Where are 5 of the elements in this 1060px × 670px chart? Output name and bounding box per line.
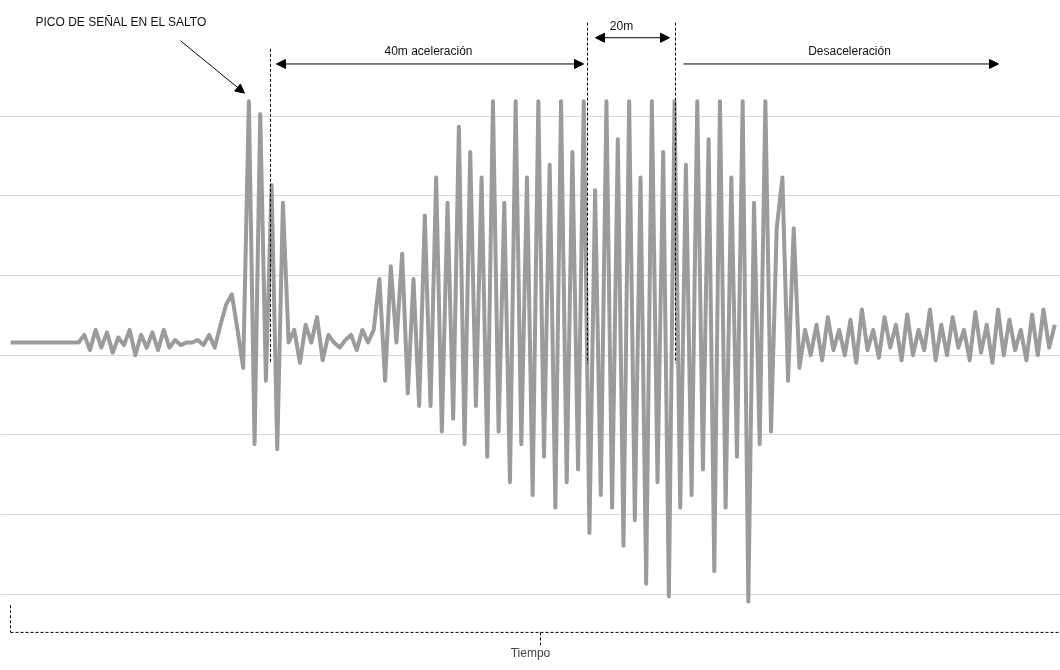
x-axis-title: Tiempo	[510, 645, 551, 660]
text: 40m aceleración	[384, 43, 473, 58]
text: 20m	[609, 18, 634, 33]
text: PICO DE SEÑAL EN EL SALTO	[35, 14, 207, 29]
text: Desaceleración	[808, 43, 891, 58]
